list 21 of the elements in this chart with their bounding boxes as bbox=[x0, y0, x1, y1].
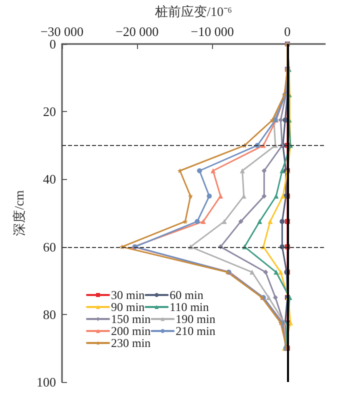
legend-label: 200 min bbox=[111, 324, 151, 338]
y-axis-title: 深度/cm bbox=[12, 190, 27, 236]
y-tick-label: 20 bbox=[43, 104, 56, 120]
legend-label: 60 min bbox=[170, 288, 204, 302]
legend-label: 230 min bbox=[111, 336, 151, 350]
legend-label: 190 min bbox=[176, 312, 216, 326]
legend-label: 30 min bbox=[111, 288, 145, 302]
x-tick-label: −20 000 bbox=[116, 24, 159, 39]
y-tick-label: 40 bbox=[43, 172, 56, 187]
legend-label: 150 min bbox=[111, 312, 151, 326]
legend-label: 90 min bbox=[111, 300, 145, 314]
x-tick-label: 0 bbox=[284, 24, 291, 39]
legend-label: 110 min bbox=[170, 300, 209, 314]
y-tick-label: 0 bbox=[50, 36, 56, 52]
y-tick-label: 100 bbox=[36, 374, 56, 390]
y-tick-label: 60 bbox=[43, 239, 56, 254]
x-tick-label: −10 000 bbox=[190, 24, 234, 39]
y-tick-label: 80 bbox=[43, 306, 56, 322]
x-axis-title: 桩前应变/10⁻⁶ bbox=[154, 4, 232, 19]
x-tick-label: −30 000 bbox=[40, 24, 84, 39]
legend-label: 210 min bbox=[176, 324, 216, 338]
